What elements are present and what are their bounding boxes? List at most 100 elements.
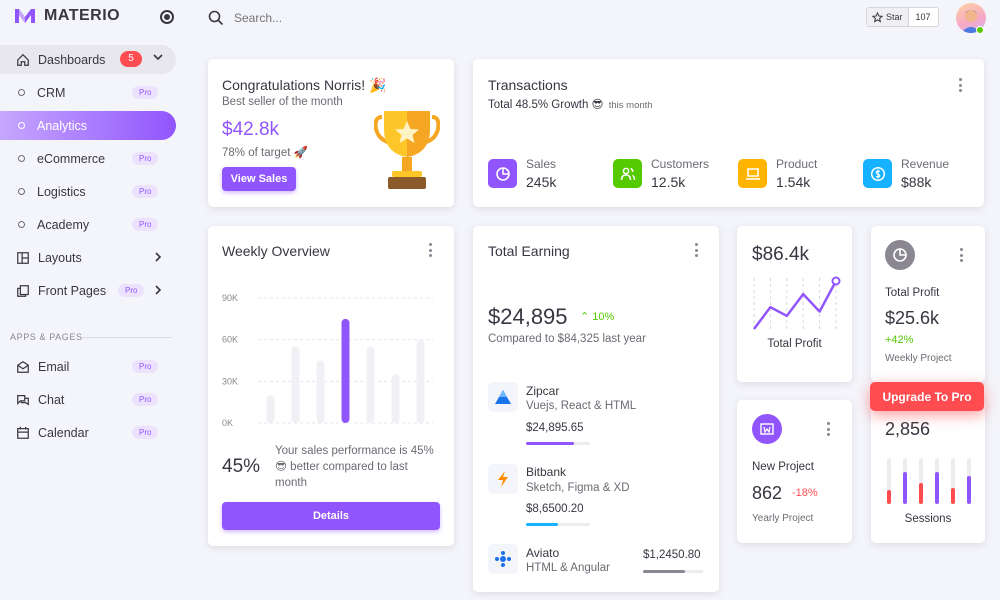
more-options-icon[interactable] xyxy=(694,243,698,257)
more-options-icon[interactable] xyxy=(826,422,830,436)
y-tick-label: 30K xyxy=(222,376,238,386)
project-change: -18% xyxy=(792,487,818,499)
sidebar-toggle-icon[interactable] xyxy=(160,10,174,24)
profit-card-sub: Weekly Project xyxy=(885,353,952,364)
y-tick-label: 0K xyxy=(222,418,233,428)
congrats-amount: $42.8k xyxy=(222,119,280,140)
circle-icon xyxy=(18,122,25,129)
aviato-icon xyxy=(488,544,518,574)
bar-sun xyxy=(266,395,275,423)
trophy-icon xyxy=(374,111,440,189)
star-text: Star xyxy=(886,12,903,22)
sidebar-item-analytics[interactable]: Analytics xyxy=(0,111,176,140)
company-progress-bitbank xyxy=(526,523,590,526)
progress-fill xyxy=(643,570,685,573)
sidebar-item-crm[interactable]: CRM Pro xyxy=(0,78,176,107)
pro-badge: Pro xyxy=(132,393,159,406)
star-icon xyxy=(872,11,883,23)
session-bar xyxy=(919,458,923,504)
bar-sat xyxy=(416,339,425,423)
sidebar-item-label: CRM xyxy=(37,85,66,100)
stat-label-product: Product xyxy=(776,157,818,171)
search-icon[interactable] xyxy=(208,10,224,31)
y-tick-label: 60K xyxy=(222,335,238,345)
dollar-icon xyxy=(863,159,892,188)
stat-label-revenue: Revenue xyxy=(901,157,950,171)
bar-wed xyxy=(341,318,350,423)
profit-line xyxy=(753,280,838,330)
details-button[interactable]: Details xyxy=(222,502,440,530)
transactions-card: Transactions Total 48.5% Growth 😎 this m… xyxy=(473,59,984,207)
congrats-title: Congratulations Norris! 🎉 xyxy=(222,77,387,93)
company-name-bitbank: Bitbank xyxy=(526,465,567,479)
sidebar-item-label: Dashboards xyxy=(38,52,106,67)
materio-logo-icon xyxy=(15,9,35,23)
sidebar-item-academy[interactable]: Academy Pro xyxy=(0,210,176,239)
sidebar-item-calendar[interactable]: Calendar Pro xyxy=(0,418,176,447)
more-options-icon[interactable] xyxy=(428,243,432,257)
zipcar-icon xyxy=(488,382,518,412)
view-sales-button[interactable]: View Sales xyxy=(222,167,296,191)
weekly-overview-card: Weekly Overview 0K 30K 60K 90K 45% Your sal… xyxy=(208,226,454,546)
star-count: 107 xyxy=(915,12,931,22)
sidebar-item-label: Logistics xyxy=(37,184,86,199)
sessions-bars xyxy=(885,456,971,504)
profit-line-chart xyxy=(753,276,841,332)
sidebar-item-email[interactable]: Email Pro xyxy=(0,352,176,381)
progress-fill xyxy=(526,442,574,445)
company-amount-zipcar: $24,895.65 xyxy=(526,422,584,434)
company-progress-aviato xyxy=(643,570,703,573)
company-amount-aviato: $1,2450.80 xyxy=(643,549,701,561)
online-status-dot xyxy=(976,26,984,34)
total-earning-card: Total Earning $24,895 ⌃ 10% Compared to … xyxy=(473,226,719,592)
weekly-percent: 45% xyxy=(222,456,261,477)
pro-badge: Pro xyxy=(132,218,159,231)
earning-compare: Compared to $84,325 last year xyxy=(488,333,646,345)
session-bar xyxy=(903,458,907,504)
more-options-icon[interactable] xyxy=(959,248,963,262)
stat-value-sales: 245k xyxy=(526,174,557,190)
profit-line-card: $86.4k Total Profit xyxy=(737,226,852,382)
search-input[interactable] xyxy=(234,9,434,27)
upgrade-to-pro-button[interactable]: Upgrade To Pro xyxy=(870,382,984,411)
session-bar-fill xyxy=(967,476,971,504)
profit-line-endpoint xyxy=(831,276,841,286)
company-amount-bitbank: $8,6500.20 xyxy=(526,503,584,515)
github-star-label[interactable]: Star xyxy=(867,8,909,26)
section-divider xyxy=(82,337,172,338)
company-progress-zipcar xyxy=(526,442,590,445)
laptop-icon xyxy=(738,159,767,188)
sidebar-item-label: eCommerce xyxy=(37,151,106,166)
bar-mon xyxy=(291,346,300,423)
more-options-icon[interactable] xyxy=(958,78,962,92)
users-icon xyxy=(613,159,642,188)
weekly-bar-chart: 0K 30K 60K 90K xyxy=(222,293,433,428)
chevron-right-icon xyxy=(152,251,164,266)
sidebar-item-label: Analytics xyxy=(37,118,88,133)
calendar-icon xyxy=(17,426,29,439)
dashboards-badge: 5 xyxy=(120,51,142,67)
sidebar-item-front-pages[interactable]: Front Pages Pro xyxy=(0,276,176,305)
sidebar-item-chat[interactable]: Chat Pro xyxy=(0,385,176,414)
profit-line-label: Total Profit xyxy=(767,338,822,350)
profit-card-value: $25.6k xyxy=(885,308,940,328)
sidebar-item-logistics[interactable]: Logistics Pro xyxy=(0,177,176,206)
section-label-apps-pages: APPS & PAGES xyxy=(10,332,83,342)
sidebar: MATERIO Dashboards 5 CRM Pro Analytics e… xyxy=(0,0,185,600)
company-name-zipcar: Zipcar xyxy=(526,384,560,398)
sidebar-item-layouts[interactable]: Layouts xyxy=(0,243,176,272)
session-bar-fill xyxy=(919,483,923,504)
sidebar-item-ecommerce[interactable]: eCommerce Pro xyxy=(0,144,176,173)
brand[interactable]: MATERIO xyxy=(14,7,120,25)
sidebar-item-dashboards[interactable]: Dashboards 5 xyxy=(0,45,176,74)
profit-card-change: +42% xyxy=(885,334,914,346)
home-icon xyxy=(17,53,29,66)
pro-badge: Pro xyxy=(118,284,145,297)
circle-icon xyxy=(18,155,25,162)
earning-growth-value: 10% xyxy=(592,311,615,323)
bar-tue xyxy=(316,360,325,423)
github-star-button[interactable]: Star 107 xyxy=(866,7,939,27)
y-tick-label: 90K xyxy=(222,293,238,303)
earning-title: Total Earning xyxy=(488,243,570,259)
stat-value-customers: 12.5k xyxy=(651,174,686,190)
